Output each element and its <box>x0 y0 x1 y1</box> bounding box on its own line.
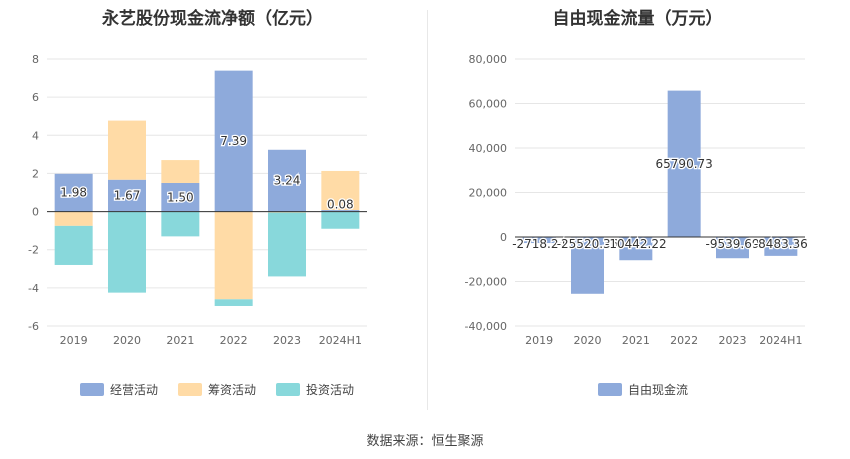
data-label: -25520.36 <box>557 237 619 251</box>
legend-label-investing: 投资活动 <box>306 383 355 397</box>
x-tick-label: 2022 <box>220 334 248 347</box>
bar-financing <box>214 211 253 300</box>
bar-free_cash_flow <box>764 237 798 256</box>
data-label: -2718.24 <box>512 237 566 251</box>
free-cash-flow-chart: 80,000 60,000 40,000 20,000 0 -20,000 -40,000 2… <box>465 53 810 347</box>
y-tick-label: 60,000 <box>469 98 508 111</box>
bar-free_cash_flow <box>571 237 604 294</box>
data-label: -8483.36 <box>754 237 808 251</box>
legend-label-free-cash-flow: 自由现金流 <box>628 383 689 397</box>
legend-item-financing[interactable]: 筹资活动 <box>178 381 256 398</box>
legend-item-operating[interactable]: 经营活动 <box>80 381 158 398</box>
y-tick-label: -40,000 <box>465 320 507 333</box>
legend-swatch-financing <box>178 383 203 396</box>
bar-operating <box>268 149 306 212</box>
bar-investing <box>321 211 360 229</box>
bar-financing <box>161 160 200 183</box>
bar-operating <box>54 173 93 212</box>
bar-investing <box>214 299 253 306</box>
cash-flow-net-chart: 8 6 4 2 0 -2 -4 -6 2019 2020 2021 2022 2023 2024H1 1.9… <box>28 53 367 347</box>
y-tick-label: 4 <box>32 129 39 142</box>
y-tick-label: -2 <box>28 244 39 257</box>
y-tick-label: 8 <box>32 53 39 66</box>
right-chart-title: 自由现金流量（万元） <box>552 9 723 29</box>
y-tick-label: 6 <box>32 91 39 104</box>
x-tick-label: 2022 <box>670 334 698 347</box>
y-tick-label: 2 <box>32 167 39 180</box>
y-tick-label: 20,000 <box>469 187 508 200</box>
y-tick-label: -20,000 <box>465 276 507 289</box>
bar-free_cash_flow <box>667 90 701 237</box>
x-tick-label: 2023 <box>273 334 301 347</box>
y-tick-label: -6 <box>28 320 39 333</box>
x-tick-label: 2019 <box>60 334 88 347</box>
bar-investing <box>268 212 306 277</box>
data-label: 0.08 <box>327 198 354 212</box>
x-tick-label: 2024H1 <box>319 334 362 347</box>
data-label: 7.39 <box>220 134 247 148</box>
bar-operating <box>214 70 253 212</box>
data-source-note: 数据来源：恒生聚源 <box>366 434 484 449</box>
legend-swatch-operating <box>80 383 104 396</box>
legend-label-financing: 筹资活动 <box>208 383 257 397</box>
bar-financing <box>321 170 360 211</box>
data-label: 3.24 <box>274 174 301 188</box>
data-label: -10442.22 <box>605 237 667 251</box>
chart-divider <box>427 10 428 410</box>
data-label: -9539.69 <box>706 237 760 251</box>
bar-financing <box>108 120 146 180</box>
y-tick-label: 40,000 <box>469 142 508 155</box>
bar-free_cash_flow <box>619 237 653 261</box>
left-legend: 经营活动 筹资活动 投资活动 <box>80 381 354 398</box>
bar-operating <box>161 182 200 212</box>
legend-swatch-free-cash-flow <box>598 383 622 396</box>
x-tick-label: 2021 <box>166 334 194 347</box>
x-tick-label: 2024H1 <box>759 334 802 347</box>
legend-swatch-investing <box>276 383 301 396</box>
bar-operating <box>108 179 146 212</box>
legend-item-free-cash-flow[interactable]: 自由现金流 <box>598 381 688 398</box>
data-label: 1.67 <box>114 189 141 203</box>
y-tick-label: 80,000 <box>469 53 508 66</box>
left-chart-title: 永艺股份现金流净额（亿元） <box>102 9 323 29</box>
bar-investing <box>108 211 146 293</box>
x-tick-label: 2021 <box>622 334 650 347</box>
x-tick-label: 2020 <box>113 334 141 347</box>
data-label: 1.50 <box>167 190 194 204</box>
right-legend: 自由现金流 <box>598 381 688 398</box>
legend-item-investing[interactable]: 投资活动 <box>276 381 354 398</box>
legend-label-operating: 经营活动 <box>110 383 159 397</box>
data-label: 1.98 <box>60 186 87 200</box>
x-tick-label: 2019 <box>525 334 553 347</box>
x-tick-label: 2023 <box>719 334 747 347</box>
bar-free_cash_flow <box>716 237 749 259</box>
bar-free_cash_flow <box>522 237 556 244</box>
y-tick-label: 0 <box>32 206 39 219</box>
x-tick-label: 2020 <box>574 334 602 347</box>
bar-investing <box>161 211 200 237</box>
y-tick-label: -4 <box>28 282 39 295</box>
bar-investing <box>54 225 93 265</box>
bar-operating <box>321 210 360 212</box>
data-label: 65790.73 <box>656 157 713 171</box>
y-tick-label: 0 <box>500 231 507 244</box>
bar-financing <box>54 211 93 226</box>
